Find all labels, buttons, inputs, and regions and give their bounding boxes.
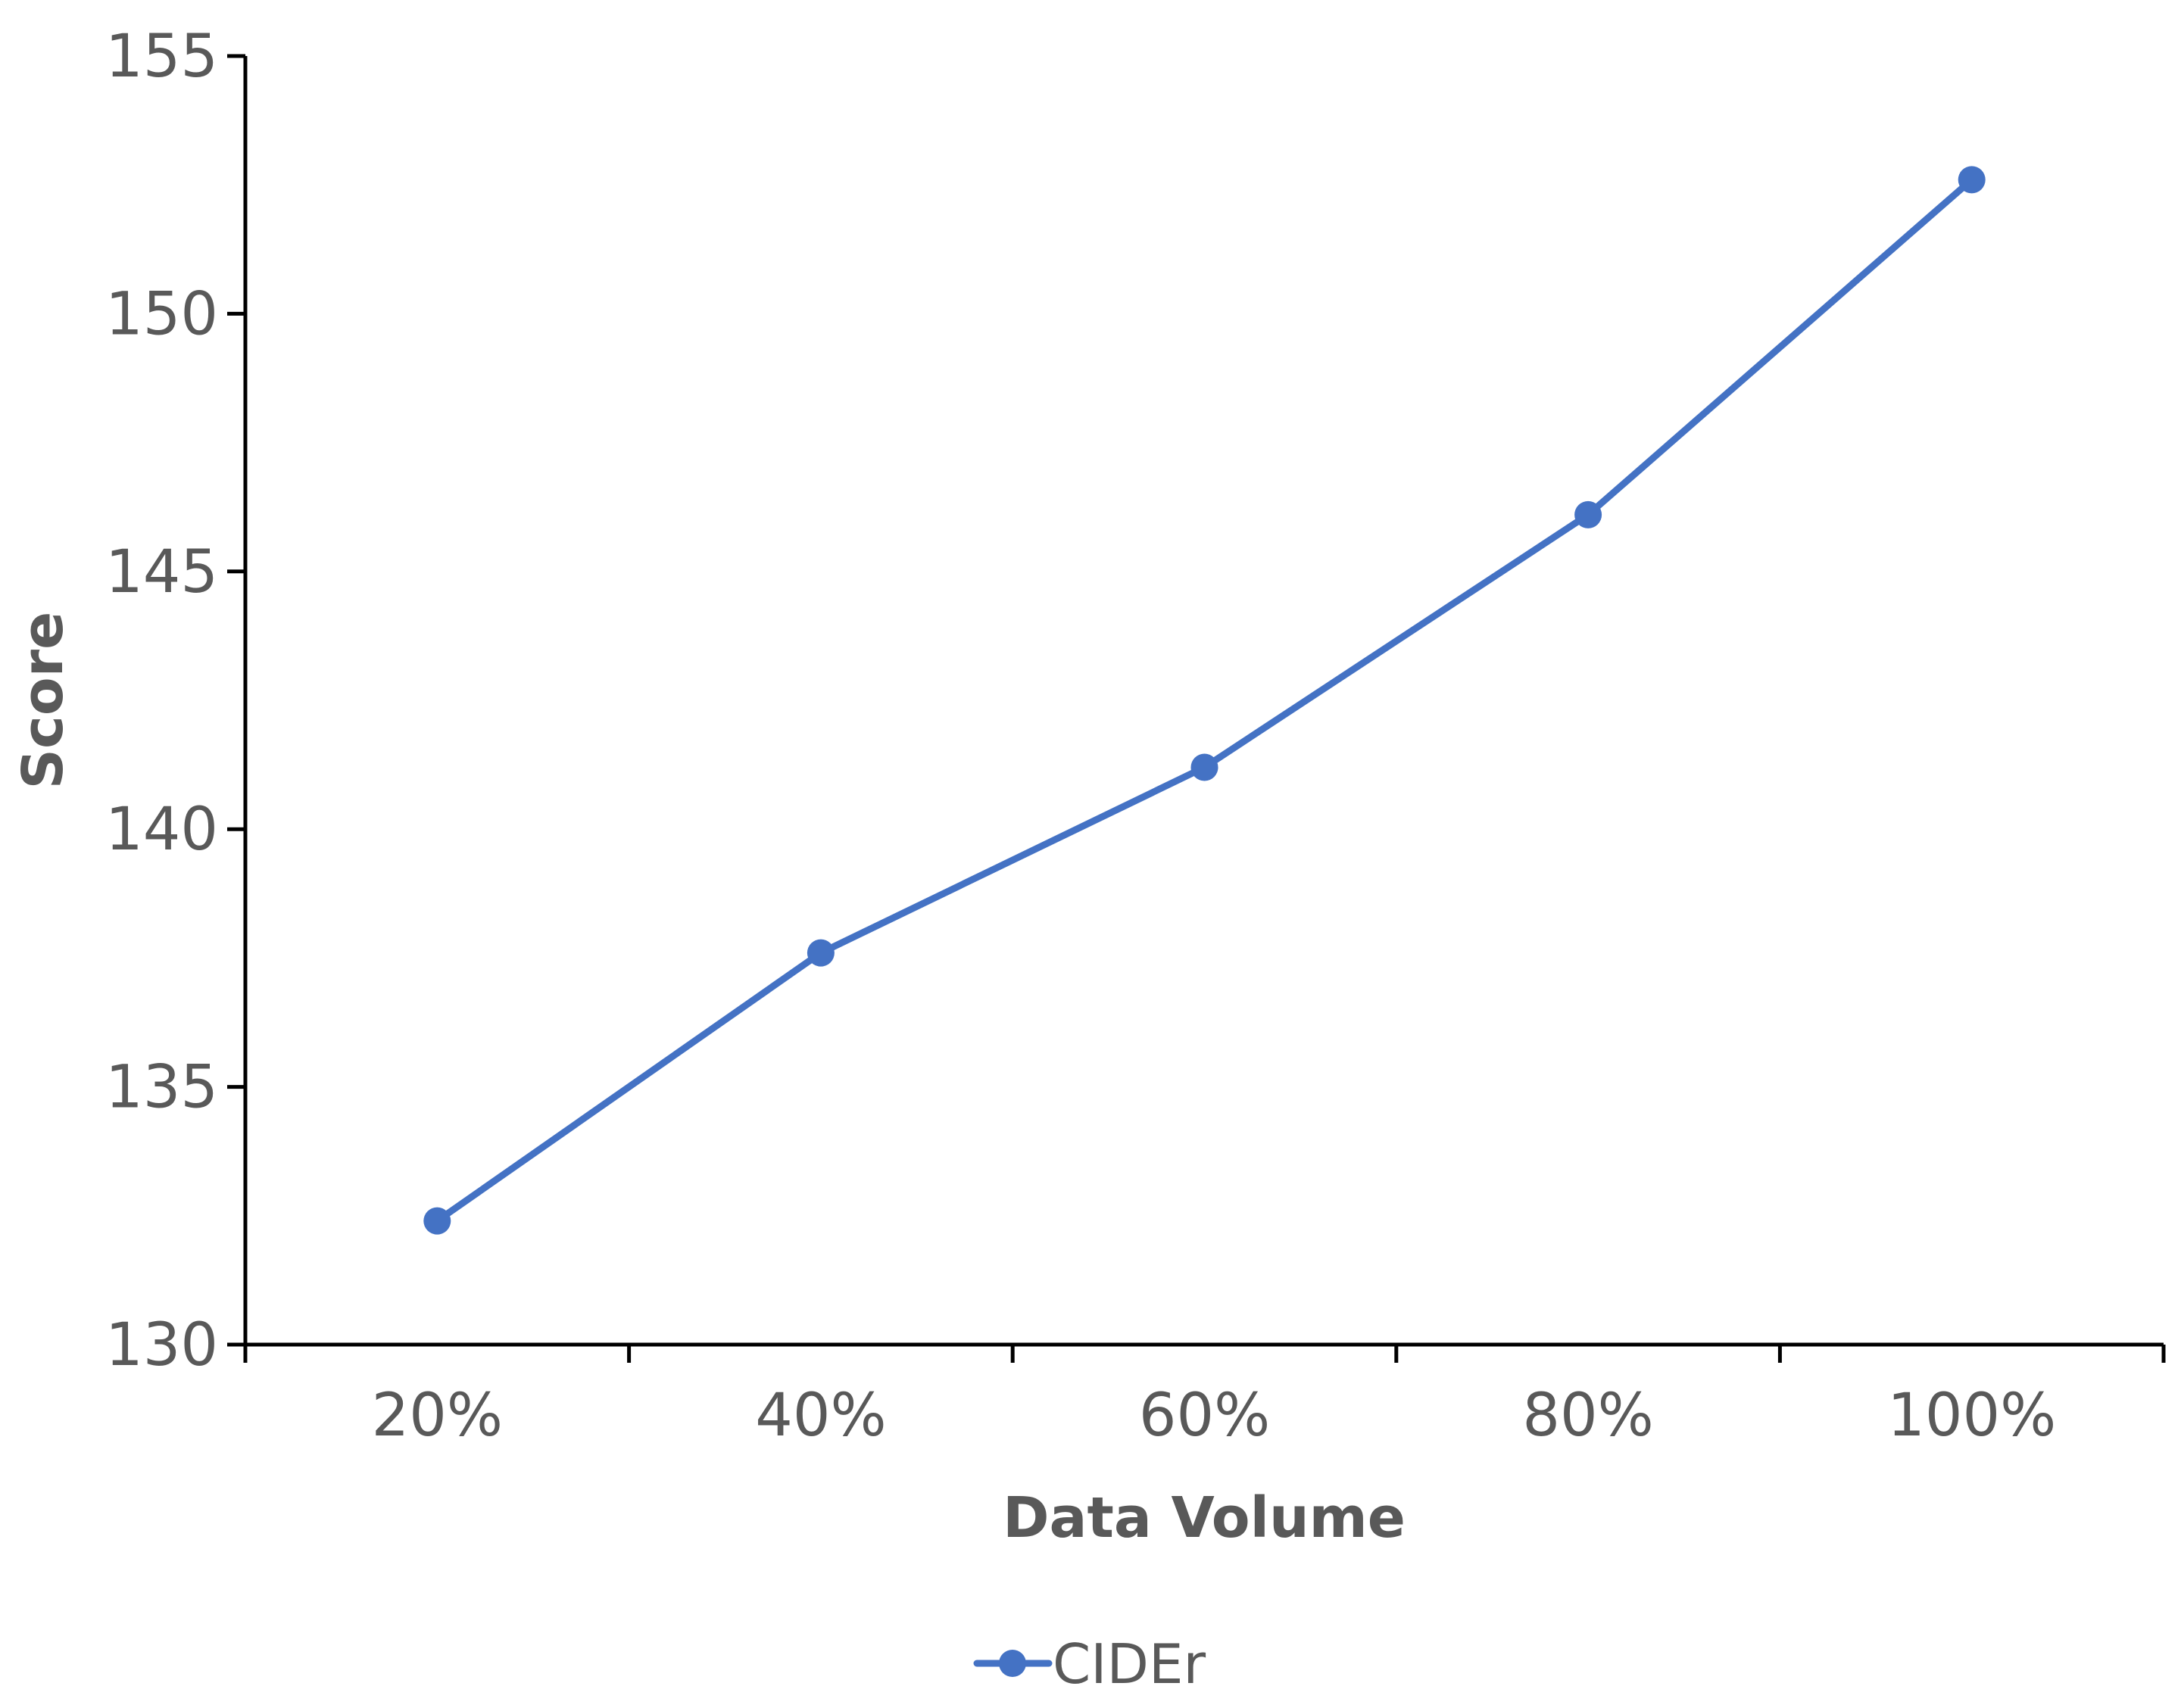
x-tick-label: 80%	[1522, 1382, 1653, 1450]
y-tick-label: 130	[105, 1311, 218, 1379]
series-layer	[423, 166, 1986, 1235]
legend: CIDEr	[973, 1632, 1206, 1696]
axes	[243, 56, 2164, 1347]
x-tick-label: 40%	[755, 1382, 886, 1450]
series-line-cider	[433, 176, 1976, 1225]
x-tick-label: 60%	[1139, 1382, 1270, 1450]
data-point	[807, 939, 835, 967]
y-tick-label: 135	[105, 1054, 218, 1122]
legend-label-cider: CIDEr	[1053, 1632, 1206, 1696]
y-tick-label: 150	[105, 280, 218, 348]
x-axis-ticks: 20% 40% 60% 80% 100%	[243, 1345, 2166, 1450]
data-point	[423, 1207, 451, 1235]
y-tick-label: 140	[105, 796, 218, 864]
x-axis-title: Data Volume	[1003, 1485, 1406, 1551]
y-tick-label: 155	[105, 23, 218, 91]
x-tick-label: 20%	[372, 1382, 503, 1450]
legend-marker	[999, 1650, 1026, 1677]
y-axis-title: Score	[11, 612, 76, 790]
data-point	[1574, 500, 1602, 528]
x-tick-label: 100%	[1887, 1382, 2056, 1450]
y-tick-label: 145	[105, 538, 218, 606]
data-point	[1190, 753, 1218, 781]
data-point	[1958, 166, 1986, 194]
y-axis-ticks: 130 135 140 145 150 155	[105, 23, 245, 1379]
